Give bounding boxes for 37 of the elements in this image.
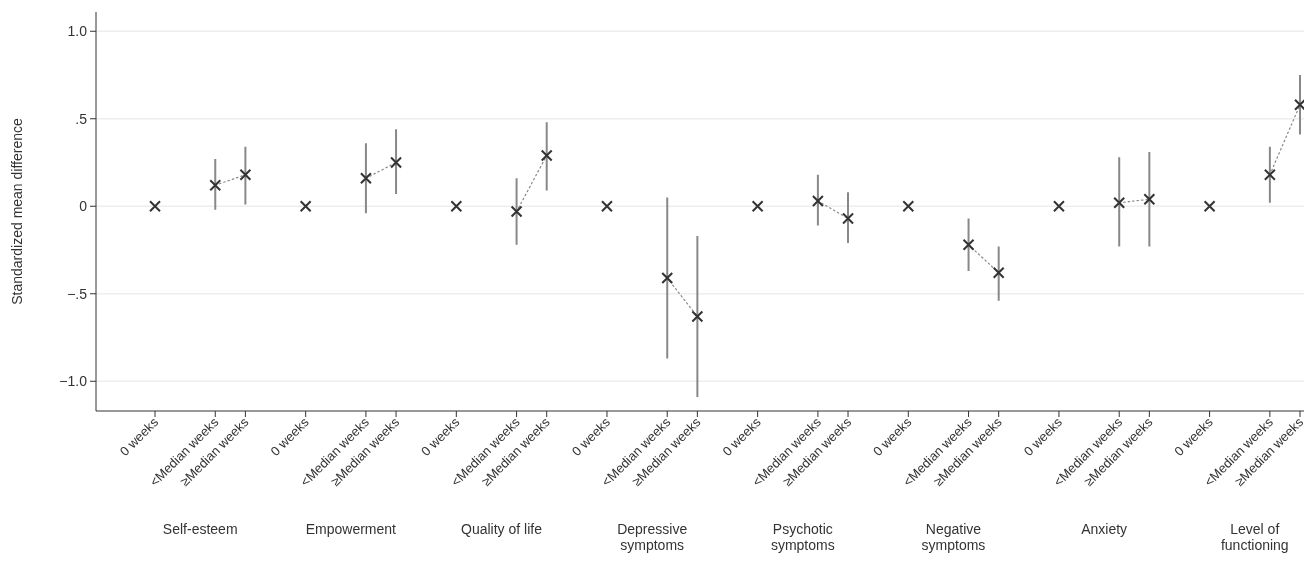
point [239,168,252,181]
point [390,156,403,169]
text: Anxiety [1081,521,1128,537]
y-tick-label: −.5 [67,285,88,302]
point [751,200,764,213]
point [962,238,975,251]
y-tick-label: .5 [75,110,88,127]
point [299,200,312,213]
point [902,200,915,213]
point [842,212,855,225]
text: Self-esteem [162,521,238,537]
point [811,195,824,207]
point [1263,168,1276,181]
text: Level of functioning [1220,521,1289,553]
point [691,310,704,323]
y-tick-label: 1.0 [67,23,88,40]
point [1113,196,1126,209]
point [992,266,1005,279]
text: Quality of life [461,521,543,537]
point [1143,193,1156,206]
point [450,200,463,213]
y-axis-title: Standardized mean difference [9,118,25,305]
point [149,200,161,213]
point [1203,200,1216,213]
point [661,272,674,284]
point [359,172,372,185]
text: Psychotic symptoms [770,521,835,553]
point [510,205,523,218]
y-tick-label: 0 [79,198,88,215]
y-tick-label: −1.0 [59,373,88,390]
text: Depressive symptoms [617,521,688,553]
point [209,179,222,192]
point [1052,200,1065,213]
point [600,200,613,213]
point [540,149,553,162]
text: Empowerment [305,521,397,537]
text: Negative symptoms [921,521,986,553]
